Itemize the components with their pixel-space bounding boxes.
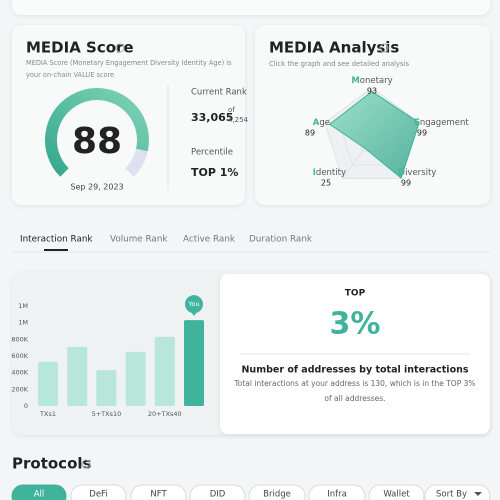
- bar: [125, 351, 146, 406]
- radar-area: [328, 90, 420, 179]
- rank-value: 33,065: [191, 111, 233, 124]
- filter-label[interactable]: All: [34, 490, 45, 500]
- filter-pill[interactable]: [424, 484, 491, 500]
- x-tick-label: 20+TXs40: [148, 410, 182, 418]
- radar[interactable]: Monetary93Engagement99Diversity99Identit…: [305, 76, 469, 188]
- radar-label: Age: [313, 118, 330, 128]
- radar-label: Identity: [313, 168, 346, 178]
- filter-label[interactable]: DID: [210, 490, 226, 500]
- tab[interactable]: Interaction Rank: [20, 235, 93, 245]
- percentile-value: TOP 1%: [191, 166, 238, 179]
- y-tick-label: 0: [24, 402, 28, 410]
- filter-pill[interactable]: [70, 484, 127, 500]
- rank-label: Current Rank: [191, 88, 247, 98]
- analysis-subtitle: Click the graph and see detailed analysi…: [269, 60, 409, 68]
- filter-pill[interactable]: [248, 484, 306, 500]
- filter-label[interactable]: Bridge: [263, 490, 291, 500]
- score-subtitle: MEDIA Score (Monetary Engagement Diversi…: [26, 59, 232, 67]
- filter-pill[interactable]: [11, 484, 67, 500]
- filter-pill[interactable]: [130, 484, 187, 500]
- score-title: MEDIA Score: [26, 39, 134, 57]
- tab-underline: [44, 249, 68, 251]
- radar-value: 25: [321, 179, 331, 188]
- score-date: Sep 29, 2023: [70, 183, 123, 192]
- filter-pill[interactable]: [189, 484, 246, 500]
- bar: [96, 370, 117, 406]
- bar-chart: 0 200K 400K 600K 800K 1M 1M TXs1 5+TXs10 20+TXs40…: [11, 295, 204, 418]
- y-tick-label: 800K: [11, 335, 28, 343]
- x-tick-label: TXs1: [39, 410, 56, 418]
- filter-pill[interactable]: [368, 484, 425, 500]
- score-value: 88: [72, 121, 122, 162]
- tab[interactable]: Active Rank: [183, 235, 236, 245]
- radar-value: 89: [305, 129, 315, 138]
- bar: [38, 361, 58, 406]
- radar-value: 99: [417, 129, 427, 138]
- filter-label[interactable]: NFT: [150, 490, 167, 500]
- radar-value: 99: [401, 179, 411, 188]
- tab[interactable]: Volume Rank: [110, 235, 168, 245]
- y-tick-label: 400K: [11, 369, 28, 377]
- filter-label[interactable]: Sort By: [436, 490, 467, 500]
- bar: [184, 320, 204, 406]
- radar-label: Diversity: [398, 168, 436, 178]
- you-label: You: [187, 300, 199, 308]
- x-tick-label: 5+TXs10: [92, 410, 122, 418]
- rank-total: 4,254: [228, 116, 249, 124]
- info-icon[interactable]: [115, 43, 125, 53]
- percentile-label: Percentile: [191, 148, 233, 158]
- panel-description: of all addresses.: [324, 394, 385, 403]
- panel-heading: Number of addresses by total interaction…: [241, 365, 468, 376]
- bar: [154, 336, 175, 406]
- you-pin: [185, 295, 203, 314]
- gauge: [45, 88, 149, 177]
- score-subtitle: your on-chain VALUE score: [26, 71, 114, 79]
- filter-pill[interactable]: [308, 484, 366, 500]
- radar-label: Engagement: [414, 118, 469, 128]
- y-tick-label: 1M: [18, 302, 28, 310]
- top-card: [12, 0, 490, 15]
- filter-label[interactable]: Wallet: [383, 490, 410, 500]
- caret: [474, 492, 482, 496]
- gauge-track: [125, 148, 148, 177]
- info-icon[interactable]: [81, 459, 91, 469]
- y-tick-label: 600K: [11, 352, 28, 360]
- info-icon[interactable]: [379, 43, 389, 53]
- y-tick-label: 1M: [18, 319, 28, 327]
- gauge-value: [45, 88, 149, 177]
- panel-description: Total interactions at your address is 13…: [233, 379, 475, 388]
- rank-of: of: [228, 106, 235, 114]
- radar-label: Monetary: [351, 76, 392, 86]
- radar-value: 93: [367, 87, 377, 96]
- protocols-title: Protocols: [12, 455, 92, 473]
- analysis-title: MEDIA Analysis: [269, 39, 399, 57]
- filters: All DeFi NFT DID Bridge Infra Wallet Sort By: [11, 484, 491, 500]
- filter-label[interactable]: DeFi: [89, 490, 107, 500]
- top-value: 3%: [330, 307, 381, 342]
- y-tick-label: 200K: [11, 385, 28, 393]
- tabs: Interaction Rank Volume Rank Active Rank Du…: [20, 235, 313, 251]
- filter-label[interactable]: Infra: [327, 490, 347, 500]
- top-label: TOP: [345, 289, 366, 299]
- bar: [67, 346, 88, 406]
- tab[interactable]: Duration Rank: [249, 235, 313, 245]
